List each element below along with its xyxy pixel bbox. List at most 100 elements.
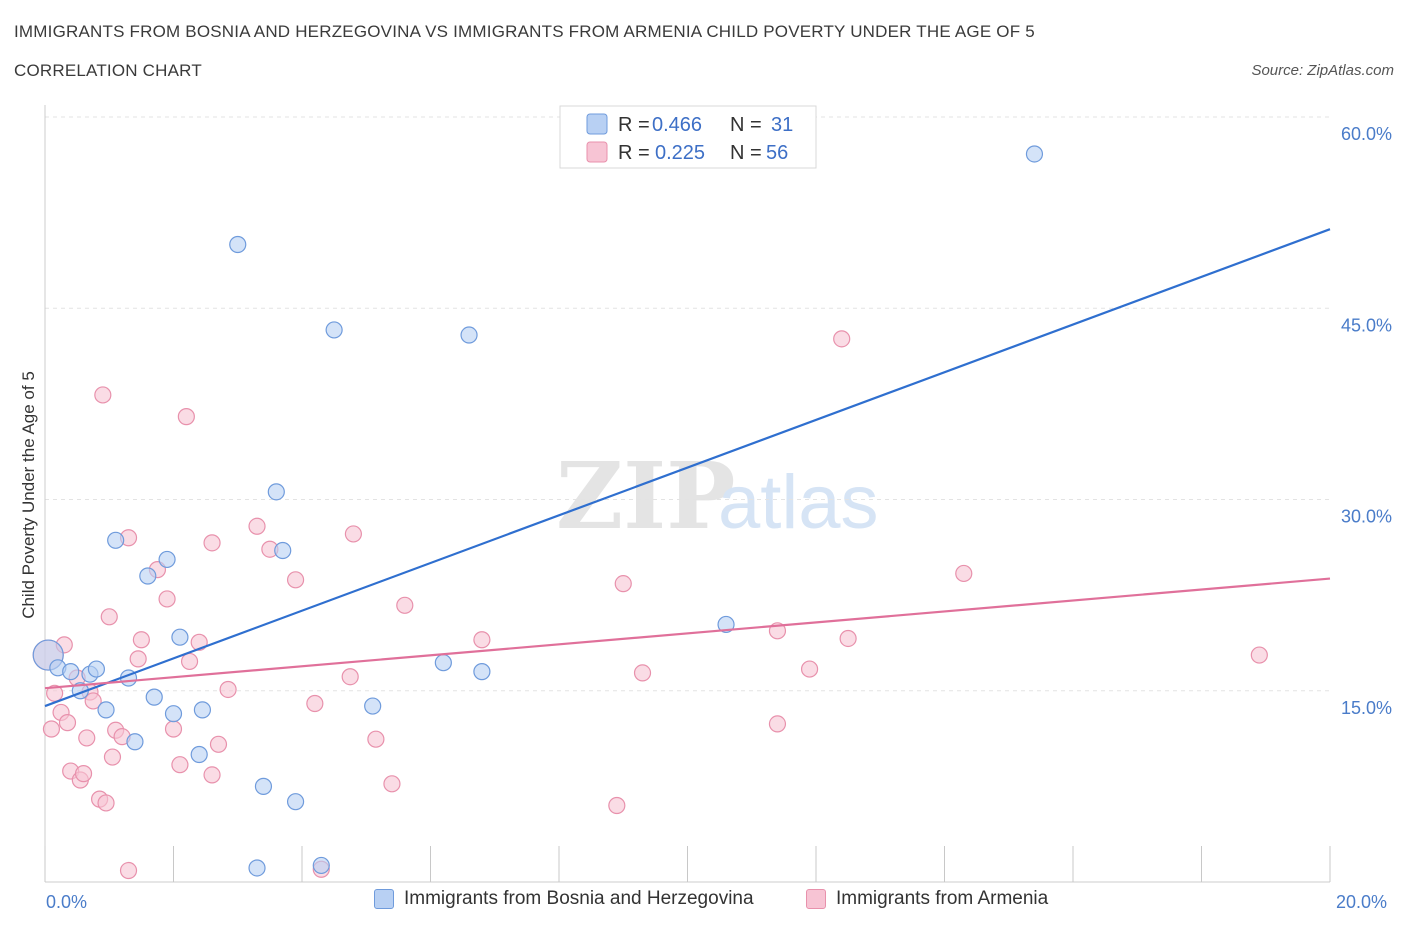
- point-bosnia: [145, 688, 163, 706]
- point-armenia: [768, 715, 787, 733]
- point-armenia: [1250, 646, 1268, 664]
- point-armenia: [129, 650, 147, 668]
- point-armenia: [180, 652, 199, 671]
- point-bosnia: [190, 745, 208, 764]
- point-bosnia: [158, 550, 176, 569]
- point-armenia: [58, 714, 77, 732]
- point-armenia: [633, 664, 652, 682]
- point-bosnia: [171, 628, 189, 646]
- legend-r-label-blue: R =: [618, 114, 650, 136]
- point-armenia: [46, 684, 64, 702]
- point-armenia: [97, 794, 115, 812]
- point-bosnia: [229, 235, 247, 254]
- point-bosnia: [286, 793, 305, 811]
- y-tick-label: 15.0%: [1341, 698, 1392, 718]
- legend-swatch-pink: [586, 141, 608, 163]
- y-axis-label: Child Poverty Under the Age of 5: [19, 371, 38, 619]
- point-armenia: [84, 692, 102, 710]
- series-swatch-blue: [374, 889, 394, 909]
- point-bosnia: [62, 663, 80, 681]
- point-armenia: [833, 330, 851, 348]
- point-armenia: [800, 660, 819, 678]
- point-armenia: [306, 694, 324, 713]
- point-armenia: [94, 386, 112, 404]
- point-bosnia: [87, 660, 106, 678]
- point-armenia: [177, 408, 195, 426]
- point-bosnia: [274, 541, 292, 560]
- point-bosnia: [107, 531, 125, 549]
- trend-lines: [44, 228, 1331, 708]
- point-bosnia: [325, 321, 343, 339]
- point-bosnia: [717, 615, 735, 634]
- trend-line-bosnia: [44, 228, 1331, 708]
- point-armenia: [78, 729, 96, 747]
- point-bosnia: [460, 326, 478, 344]
- point-armenia: [955, 564, 973, 583]
- point-armenia: [341, 668, 359, 686]
- series-name-bosnia: Immigrants from Bosnia and Herzegovina: [404, 888, 754, 909]
- tick-labels: 15.0% 30.0% 45.0% 60.0% 0.0% 20.0%: [46, 124, 1392, 912]
- stats-legend: R = 0.466 N = 31 R = 0.225 N = 56: [559, 105, 817, 169]
- source-credit: Source: ZipAtlas.com: [1251, 62, 1394, 79]
- point-bosnia: [473, 663, 491, 681]
- point-bosnia: [312, 856, 330, 875]
- point-armenia: [344, 525, 362, 543]
- point-armenia: [209, 735, 228, 753]
- point-bosnia: [126, 733, 144, 751]
- data-points: [32, 145, 1268, 880]
- point-bosnia: [434, 654, 452, 672]
- point-armenia: [219, 680, 237, 699]
- point-armenia: [100, 608, 118, 626]
- point-armenia: [383, 775, 401, 793]
- legend-n-value-blue: 31: [771, 114, 793, 136]
- point-armenia: [171, 756, 189, 774]
- point-armenia: [119, 861, 138, 880]
- legend-r-value-blue: 0.466: [652, 114, 702, 136]
- series-name-armenia: Immigrants from Armenia: [836, 888, 1049, 909]
- point-bosnia: [248, 859, 266, 877]
- watermark-zip: ZIP: [556, 442, 735, 550]
- point-armenia: [203, 534, 221, 552]
- point-armenia: [614, 575, 632, 593]
- chart-subtitle: CORRELATION CHART: [14, 61, 202, 80]
- point-bosnia: [164, 705, 183, 723]
- y-tick-label: 45.0%: [1341, 315, 1392, 335]
- legend-r-label-pink: R =: [618, 142, 650, 164]
- point-armenia: [103, 748, 122, 766]
- legend-n-label-blue: N =: [730, 114, 762, 136]
- point-bosnia: [193, 701, 212, 719]
- y-tick-label: 60.0%: [1341, 124, 1392, 144]
- series-legend-item-bosnia: Immigrants from Bosnia and Herzegovina: [374, 888, 754, 910]
- point-bosnia: [267, 483, 285, 501]
- legend-n-label-pink: N =: [730, 142, 762, 164]
- trend-line-armenia: [44, 577, 1331, 690]
- axes: [44, 105, 1331, 883]
- chart-title: IMMIGRANTS FROM BOSNIA AND HERZEGOVINA V…: [14, 22, 1035, 41]
- series-swatch-pink: [806, 889, 826, 909]
- legend-swatch-blue: [586, 113, 608, 135]
- point-armenia: [203, 766, 221, 784]
- point-bosnia: [97, 701, 115, 719]
- point-armenia: [396, 596, 414, 614]
- point-armenia: [248, 517, 266, 535]
- point-bosnia: [254, 777, 273, 795]
- point-armenia: [367, 730, 385, 748]
- point-armenia: [286, 571, 305, 589]
- point-bosnia: [364, 697, 382, 715]
- series-legend: Immigrants from Bosnia and Herzegovina I…: [0, 888, 1406, 918]
- series-legend-item-armenia: Immigrants from Armenia: [806, 888, 1048, 910]
- x-tick-label: 20.0%: [1336, 892, 1387, 912]
- point-armenia: [42, 720, 61, 738]
- point-armenia: [608, 796, 626, 815]
- grid-lines: [45, 116, 1330, 692]
- point-armenia: [132, 631, 150, 649]
- point-armenia: [473, 631, 491, 649]
- point-armenia: [839, 629, 857, 648]
- legend-r-value-pink: 0.225: [655, 142, 705, 164]
- point-armenia: [164, 720, 183, 738]
- point-armenia: [74, 765, 93, 783]
- point-bosnia: [1025, 145, 1044, 163]
- watermark-atlas: atlas: [718, 460, 879, 545]
- x-tick-label: 0.0%: [46, 892, 87, 912]
